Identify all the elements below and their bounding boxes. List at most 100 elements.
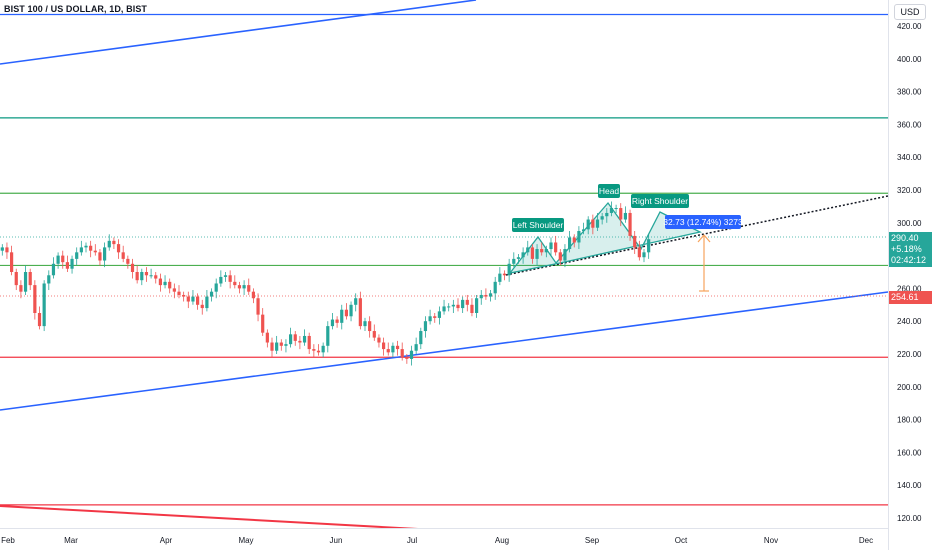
candle-body (209, 291, 214, 297)
price-tick-label: 400.00 (897, 55, 922, 64)
left-shoulder-label-text: Left Shoulder (513, 220, 564, 230)
candle-body (116, 244, 121, 253)
time-axis[interactable]: Feb Mar Apr May Jun Jul Aug Sep Oct Nov Dec (0, 528, 888, 551)
candle-body (326, 326, 330, 346)
candle-body (340, 309, 344, 323)
candle-body (433, 316, 437, 318)
candle-body (302, 335, 307, 343)
candle-body (521, 252, 525, 258)
candle-body (456, 304, 460, 309)
candle-body (451, 304, 455, 307)
candle-body (540, 249, 544, 253)
time-tick-label: Mar (64, 536, 78, 545)
currency-selector[interactable]: USD (894, 4, 926, 20)
candle-body (89, 245, 93, 251)
candle-body (484, 294, 488, 297)
candle-body (70, 258, 74, 269)
chart-title: BIST 100 / US DOLLAR, 1D, BIST (4, 4, 148, 14)
candle-body (237, 285, 242, 289)
candle-body (614, 208, 618, 210)
measure-label: 32.73 (12.74%) 3273 (663, 215, 743, 229)
bar-countdown: 02:42:12 (891, 254, 927, 265)
candle-body (293, 334, 297, 341)
candle-body (33, 285, 37, 313)
price-tick-label: 220.00 (897, 350, 922, 359)
price-tick-label: 380.00 (897, 88, 922, 97)
candle-body (572, 237, 576, 243)
candle-body (423, 321, 428, 332)
left-shoulder-label-box (512, 218, 564, 232)
price-tick-label: 160.00 (897, 448, 922, 457)
candle-body (251, 291, 255, 299)
candle-body (498, 273, 502, 282)
candle-body (191, 296, 195, 302)
candle-body (563, 249, 567, 261)
candle-body (84, 245, 88, 248)
time-tick-label: Dec (859, 536, 873, 545)
candle-body (349, 304, 353, 317)
candle-body (28, 272, 32, 286)
lower-trend-line (0, 291, 888, 411)
candle-body (354, 298, 358, 305)
candle-body (182, 294, 186, 297)
candle-body (51, 263, 56, 276)
candle-body (177, 291, 181, 295)
candle-body (395, 345, 400, 350)
candle-body (158, 278, 162, 286)
candle-body (223, 275, 228, 277)
price-tick-label: 240.00 (897, 317, 922, 326)
time-axis-labels: Feb Mar Apr May Jun Jul Aug Sep Oct Nov Dec (1, 536, 873, 545)
candle-body (37, 313, 42, 327)
candle-body (168, 281, 172, 289)
candle-body (372, 331, 376, 338)
candle-body (516, 257, 521, 259)
price-tick-label: 120.00 (897, 514, 922, 523)
candle-body (107, 240, 111, 248)
candle-body (42, 283, 46, 327)
measure-label-text: 32.73 (12.74%) 3273 (663, 217, 743, 227)
candle-body (126, 258, 130, 264)
price-tick-label: 300.00 (897, 219, 922, 228)
time-tick-label: Feb (1, 536, 15, 545)
time-tick-label: Sep (585, 536, 600, 545)
price-axis[interactable]: 120.00 140.00 160.00 180.00 200.00 220.00 240.… (888, 0, 932, 550)
price-tick-label: 420.00 (897, 22, 922, 31)
candle-body (5, 247, 9, 253)
candle-body (121, 252, 125, 259)
candle-body (447, 306, 451, 308)
price-tick-label: 360.00 (897, 120, 922, 129)
candle-body (470, 304, 474, 313)
candle-body (586, 219, 590, 230)
chart-canvas[interactable]: Left Shoulder Head Right Shoulder 32.73 (12… (0, 0, 888, 528)
head-label: Head (598, 184, 620, 198)
candle-body (475, 298, 479, 313)
candle-body (186, 296, 190, 302)
candle-body (581, 229, 586, 231)
candle-body (10, 252, 14, 272)
candle-body (400, 349, 404, 358)
candle-body (61, 255, 65, 263)
right-shoulder-label-box (631, 194, 689, 208)
candle-body (247, 285, 251, 292)
last-price-tag: 290.40 +5.18% 02:42:12 (889, 231, 932, 267)
candle-body (214, 283, 218, 292)
candle-body (526, 247, 530, 253)
right-shoulder-label: Right Shoulder (631, 194, 689, 208)
head-shoulders-pattern (508, 201, 702, 274)
candle-body (647, 239, 651, 253)
candle-body (265, 332, 269, 343)
left-shoulder-label: Left Shoulder (512, 218, 564, 232)
candle-body (391, 345, 395, 353)
candle-body (289, 334, 293, 345)
candle-body (261, 314, 265, 333)
time-tick-label: Nov (764, 536, 778, 545)
candle-body (321, 345, 325, 353)
candle-body (558, 252, 562, 261)
marker-price-tag: 254.61 (889, 291, 932, 305)
candle-body (544, 249, 548, 253)
candle-body (47, 275, 51, 284)
candle-body (233, 281, 237, 286)
candle-body (507, 263, 511, 276)
candle-body (461, 299, 465, 309)
